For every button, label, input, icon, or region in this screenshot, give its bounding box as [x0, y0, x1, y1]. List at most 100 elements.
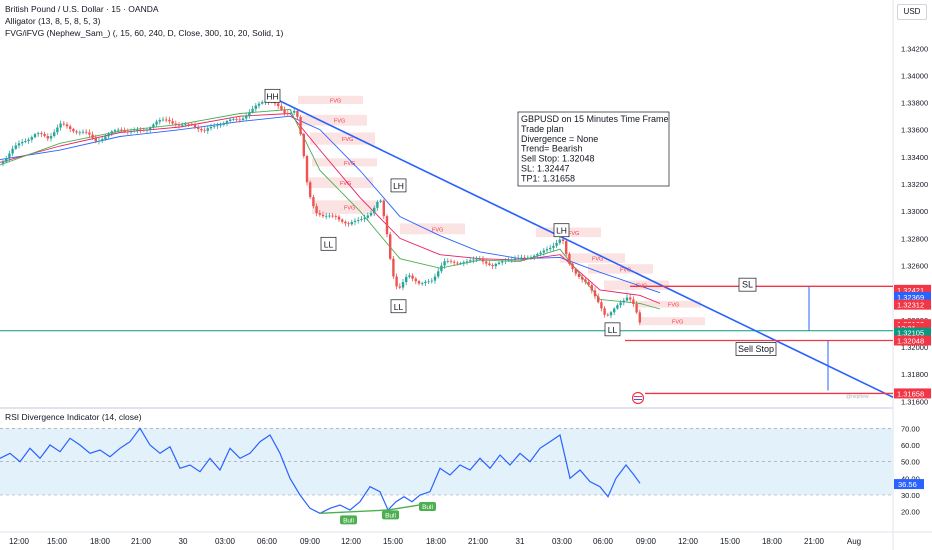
candle-body: [104, 136, 107, 140]
candle-body: [197, 126, 200, 130]
trade-plan-line: SL: 1.32447: [521, 164, 570, 174]
price-tick-label: 1.34200: [901, 44, 928, 53]
time-tick-label: 18:00: [426, 537, 447, 546]
candle-body: [472, 259, 475, 261]
candle-body: [213, 125, 216, 127]
alligator-jaw-line: [0, 115, 661, 294]
fvg-label: FVG: [344, 206, 355, 212]
fvg-label: FVG: [668, 303, 679, 309]
price-tick-label: 1.32000: [901, 343, 928, 352]
time-tick-label: 21:00: [468, 537, 489, 546]
candle-body: [257, 103, 261, 106]
candle-body: [238, 119, 241, 121]
candle-body: [33, 134, 37, 138]
candle-body: [542, 250, 545, 253]
rsi-tick-label: 50.00: [901, 458, 920, 467]
bull-label: Bull: [343, 517, 354, 524]
candle-body: [625, 297, 629, 301]
swing-label-box: [264, 88, 281, 103]
price-axis-tag-text: 1.32421: [897, 286, 924, 295]
candle-body: [443, 261, 446, 266]
rsi-legend[interactable]: RSI Divergence Indicator (14, close): [5, 412, 142, 422]
price-axis-tag: [894, 299, 931, 310]
candle-body: [161, 119, 165, 121]
candle-body: [344, 221, 347, 224]
candle-body: [350, 222, 353, 225]
fvg-zone: [636, 300, 701, 308]
candle-body: [341, 219, 344, 222]
candle-body: [337, 216, 341, 220]
fvg-label: FVG: [672, 320, 683, 326]
candle-body: [520, 257, 523, 259]
candle-body: [200, 129, 203, 131]
candle-body: [385, 216, 389, 235]
candle-body: [321, 214, 325, 217]
sl-label: SL: [742, 280, 753, 290]
candle-body: [254, 105, 257, 109]
candle-body: [619, 302, 622, 306]
swing-label-box: [604, 322, 621, 337]
candle-body: [72, 128, 75, 132]
candle-body: [488, 263, 491, 266]
alligator-legend[interactable]: Alligator (13, 8, 5, 8, 5, 3): [5, 16, 101, 26]
trade-plan-line: TP1: 1.31658: [521, 173, 575, 183]
candle-body: [427, 281, 430, 283]
candle-body: [184, 123, 187, 125]
candle-body: [136, 129, 139, 131]
swing-label-box: [390, 178, 407, 193]
candle-body: [373, 207, 376, 214]
time-tick-label: 31: [516, 537, 525, 546]
candle-body: [56, 127, 59, 133]
fvg-legend[interactable]: FVG/iFVG (Nephew_Sam_) (, 15, 60, 240, D…: [5, 28, 284, 38]
candle-body: [245, 115, 248, 119]
candle-body: [318, 213, 321, 215]
candle-body: [395, 276, 398, 287]
price-axis-tag: [894, 327, 931, 338]
candle-body: [187, 123, 190, 125]
candle-body: [491, 265, 494, 267]
candle-body: [293, 110, 296, 113]
candle-body: [248, 112, 251, 116]
candle-body: [523, 257, 526, 259]
candle-body: [181, 124, 184, 126]
candle-body: [469, 260, 472, 262]
candle-body: [357, 220, 360, 221]
currency-selector[interactable]: USD: [897, 4, 927, 20]
time-tick-label: 30: [179, 537, 188, 546]
candle-body: [8, 153, 11, 159]
candle-body: [363, 217, 366, 220]
candle-body: [280, 105, 283, 110]
candle-body: [433, 276, 437, 281]
time-tick-label: 12:00: [678, 537, 699, 546]
fvg-zone: [640, 317, 705, 326]
candle-body: [43, 134, 46, 137]
bearish-trendline: [271, 96, 894, 398]
candle-body: [478, 258, 481, 260]
candle-body: [40, 133, 43, 135]
price-tick-label: 1.33400: [901, 153, 928, 162]
price-tick-label: 1.32800: [901, 234, 928, 243]
sl-label-box: [738, 277, 757, 292]
candle-body: [622, 300, 625, 303]
candle-body: [222, 123, 225, 125]
candle-body: [347, 223, 350, 225]
candle-body: [366, 215, 369, 218]
fvg-zone: [312, 200, 377, 214]
candle-body: [334, 216, 337, 217]
candle-body: [417, 281, 421, 284]
sell-stop-label-box: [735, 342, 777, 356]
rsi-tick-label: 30.00: [901, 491, 920, 500]
candle-body: [401, 282, 405, 288]
fvg-label: FVG: [344, 161, 355, 167]
candle-body: [107, 133, 110, 137]
price-tick-label: 1.33600: [901, 126, 928, 135]
candle-body: [203, 130, 206, 132]
candle-body: [206, 128, 209, 131]
candle-body: [590, 285, 593, 291]
fvg-zone: [604, 280, 669, 290]
candle-body: [126, 131, 129, 133]
swing-label: HH: [266, 91, 278, 101]
candle-body: [529, 257, 533, 258]
candle-body: [574, 269, 577, 274]
symbol-title: British Pound / U.S. Dollar · 15 · OANDA: [5, 4, 159, 14]
